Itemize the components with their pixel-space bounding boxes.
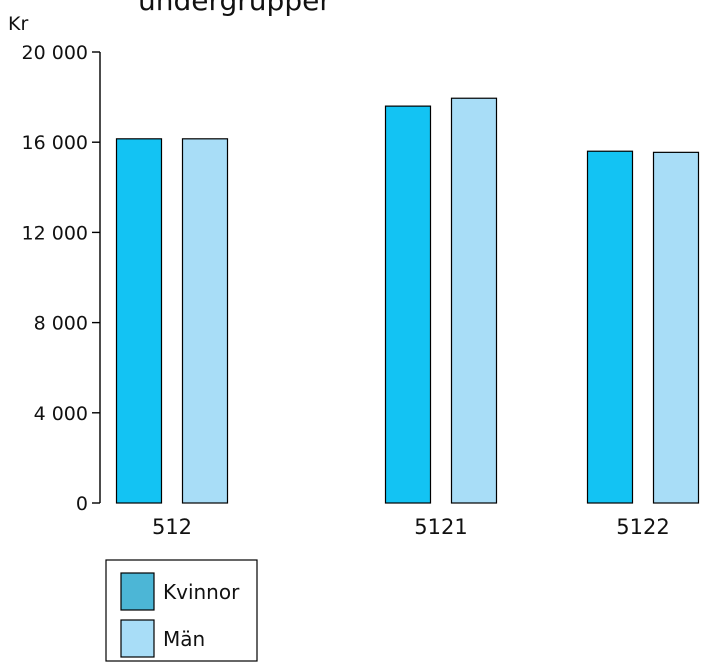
- bar-5121-kvinnor: [384, 105, 432, 504]
- legend-label-kvinnor: Kvinnor: [163, 580, 240, 604]
- legend-swatch-man: [120, 619, 155, 658]
- x-tick-label: 5122: [616, 515, 669, 539]
- y-axis: 0 4 000 8 000 12 000 16 000 20 000: [22, 42, 101, 515]
- y-tick-label: 16 000: [22, 132, 88, 154]
- y-tick-label: 20 000: [22, 42, 88, 64]
- legend-label-man: Män: [163, 627, 205, 651]
- bar-512-kvinnor: [115, 138, 163, 504]
- y-tick-label: 4 000: [34, 403, 88, 425]
- chart-title: undergrupper: [138, 0, 331, 17]
- y-axis-unit-label: Kr: [8, 13, 28, 35]
- bar-5122-man: [652, 151, 700, 504]
- y-tick-label: 12 000: [22, 222, 88, 244]
- legend-swatch-kvinnor: [120, 572, 155, 611]
- legend: Kvinnor Män: [105, 559, 258, 662]
- bar-512-man: [181, 138, 229, 504]
- bar-5122-kvinnor: [586, 150, 634, 504]
- x-tick-label: 512: [152, 515, 192, 539]
- x-axis-labels: 512 5121 5122: [152, 515, 670, 539]
- y-tick-label: 8 000: [34, 313, 88, 335]
- x-tick-label: 5121: [414, 515, 467, 539]
- bars: [115, 97, 700, 504]
- y-tick-label: 0: [76, 493, 88, 515]
- bar-5121-man: [450, 97, 498, 504]
